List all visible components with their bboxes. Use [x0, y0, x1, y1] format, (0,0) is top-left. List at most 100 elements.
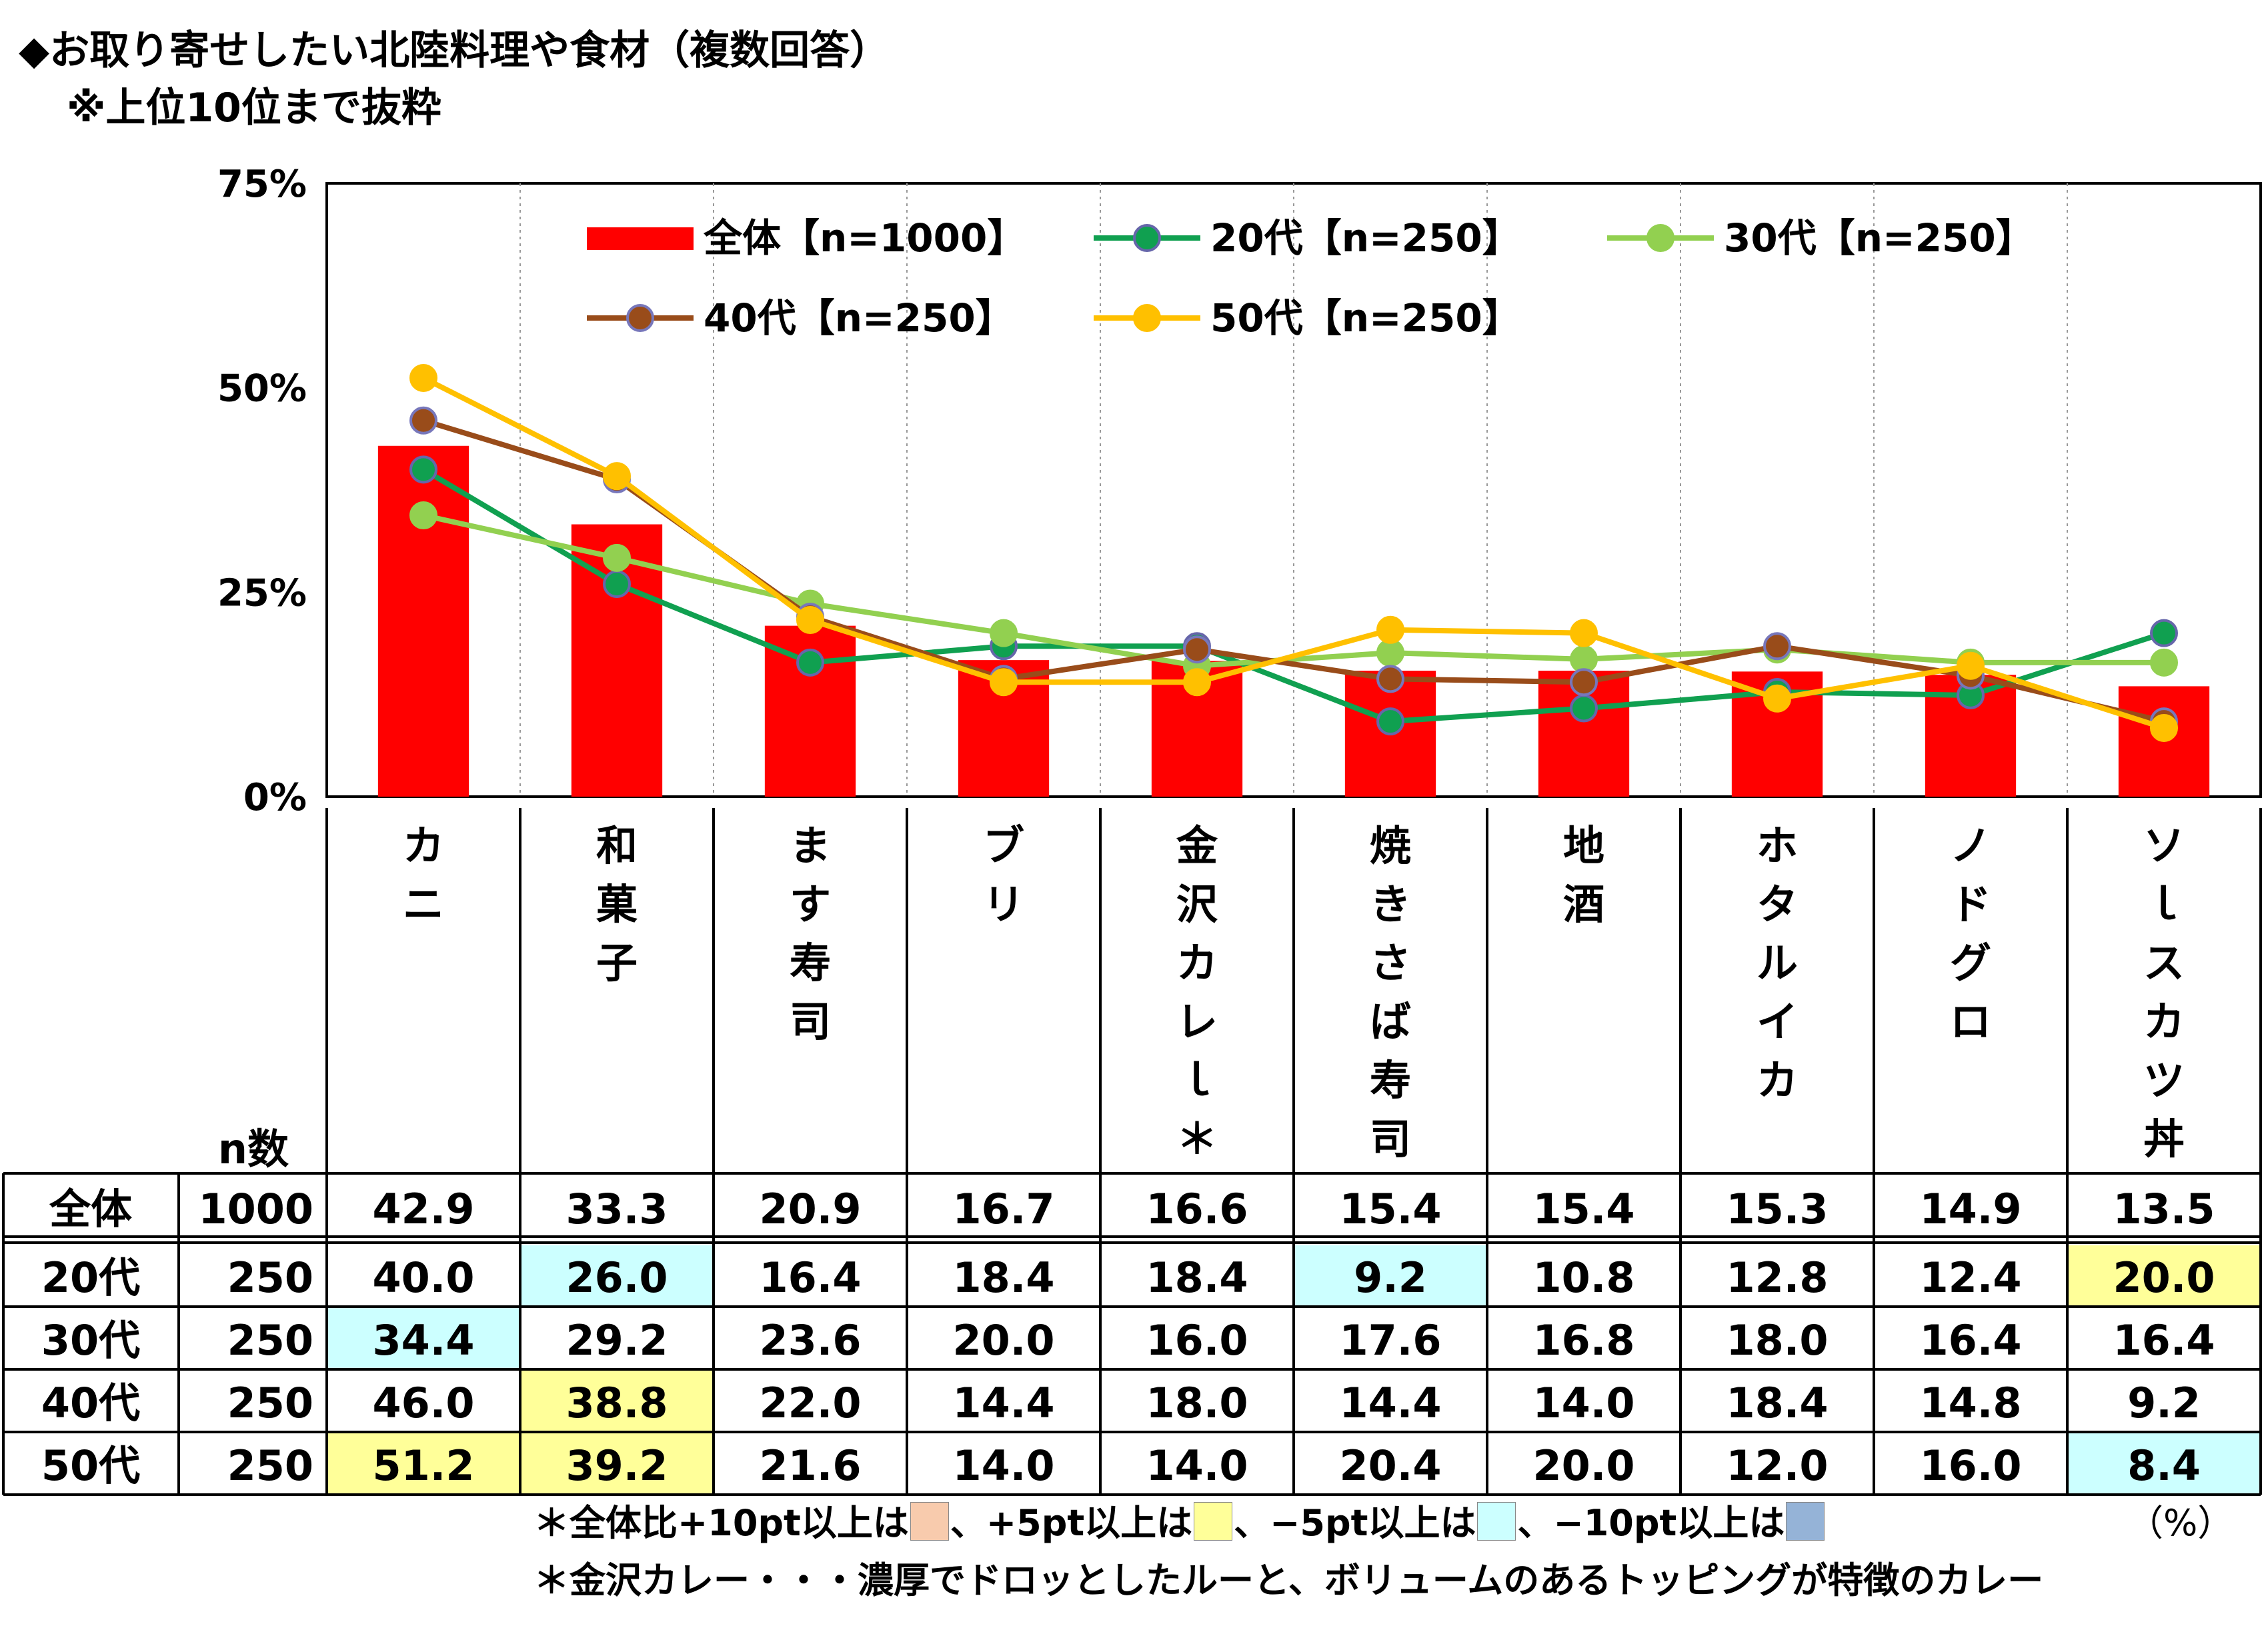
table-value: 20.4: [1340, 1441, 1442, 1490]
legend-label: 50代【n=250】: [1210, 295, 1521, 341]
table-value: 18.4: [1727, 1379, 1829, 1427]
n-count-header: n数: [218, 1125, 289, 1173]
series-point: [1570, 668, 1598, 697]
table-value: 16.4: [1920, 1316, 2022, 1365]
table-value: 10.8: [1533, 1253, 1635, 1302]
series-point: [1376, 639, 1404, 667]
highlight-cell: [1295, 1245, 1486, 1305]
footnote-kanazawa-curry: ＊金沢カレー・・・濃厚でドロッとしたルーと、ボリュームのあるトッピングが特徴のカ…: [533, 1559, 2044, 1601]
series-point: [990, 668, 1018, 697]
category-label-char: ノ: [1950, 821, 1991, 870]
table-value: 14.4: [953, 1379, 1055, 1427]
table-value: 9.2: [1354, 1253, 1427, 1302]
unit-label: （%）: [2127, 1502, 2234, 1544]
table-value: 12.4: [1920, 1253, 2022, 1302]
category-label-char: ニ: [403, 880, 444, 929]
series-point: [409, 455, 437, 484]
row-label: 40代: [41, 1379, 140, 1427]
category-label-char: 司: [1370, 1115, 1411, 1163]
category-label-char: ロ: [1950, 997, 1991, 1046]
series-point: [409, 501, 437, 530]
table-value: 12.8: [1727, 1253, 1829, 1302]
table-value: 14.8: [1920, 1379, 2022, 1427]
table-value: 23.6: [760, 1316, 862, 1365]
legend-label: 40代【n=250】: [704, 295, 1014, 341]
table-value: 16.7: [953, 1185, 1055, 1233]
highlight-cell: [521, 1433, 712, 1493]
table-value: 42.9: [373, 1185, 475, 1233]
series-point: [1570, 694, 1598, 723]
table-value: 14.0: [1146, 1441, 1248, 1490]
y-tick-label: 25%: [217, 571, 307, 615]
category-label-char: ソ: [2143, 821, 2185, 870]
highlight-cell: [521, 1371, 712, 1431]
category-label-char: タ: [1757, 880, 1798, 929]
row-label: 20代: [41, 1253, 140, 1302]
category-label-char: ツ: [2143, 1056, 2185, 1105]
legend-marker: [626, 304, 654, 332]
series-point: [1570, 619, 1598, 647]
series-point: [1183, 635, 1211, 664]
category-label-char: ｌ: [1176, 1056, 1218, 1105]
table-value: 39.2: [566, 1441, 668, 1490]
series-point: [409, 363, 437, 392]
series-point: [2150, 648, 2178, 677]
series-line: [423, 513, 2164, 669]
series-point: [1763, 684, 1791, 713]
table-value: 8.4: [2127, 1441, 2201, 1490]
highlight-cell: [328, 1308, 519, 1368]
note-minus5-label: 、−5pt以上は: [1234, 1502, 1476, 1544]
table-value: 51.2: [373, 1441, 475, 1490]
table-value: 29.2: [566, 1316, 668, 1365]
series-point: [796, 606, 824, 635]
series-point: [990, 619, 1018, 647]
legend-marker: [1646, 224, 1674, 252]
category-label-char: ド: [1950, 880, 1991, 929]
chart-subtitle: ※上位10位まで抜粋: [67, 85, 441, 131]
table-value: 20.0: [953, 1316, 1055, 1365]
table-value: 18.4: [953, 1253, 1055, 1302]
category-label-char: 地: [1563, 821, 1604, 870]
table-value: 15.3: [1727, 1185, 1829, 1233]
highlight-cell: [521, 1245, 712, 1305]
legend-label: 30代【n=250】: [1724, 215, 2035, 261]
category-label-char: 金: [1176, 821, 1218, 870]
table-value: 38.8: [566, 1379, 668, 1427]
series-line: [422, 375, 2165, 731]
series-point: [796, 648, 824, 677]
series-point: [603, 570, 631, 599]
y-tick-label: 0%: [243, 776, 307, 819]
legend-label: 20代【n=250】: [1210, 215, 1521, 261]
row-n-value: 250: [227, 1253, 313, 1302]
table-value: 16.6: [1146, 1185, 1248, 1233]
table-value: 15.4: [1340, 1185, 1442, 1233]
category-label-char: さ: [1370, 939, 1411, 987]
category-label-char: ホ: [1757, 821, 1798, 870]
row-label: 30代: [41, 1316, 140, 1365]
row-n-value: 250: [227, 1316, 313, 1365]
series-point: [1376, 665, 1404, 693]
category-label-char: 寿: [790, 939, 831, 987]
row-n-value: 1000: [198, 1185, 313, 1233]
category-label-char: カ: [1757, 1056, 1798, 1105]
category-label-char: ル: [1757, 939, 1798, 987]
table-value: 14.4: [1340, 1379, 1442, 1427]
table-value: 16.8: [1533, 1316, 1635, 1365]
legend-marker: [1133, 304, 1161, 332]
series-point: [1763, 632, 1791, 661]
table-value: 22.0: [760, 1379, 862, 1427]
category-label-char: 沢: [1176, 880, 1218, 929]
row-label: 50代: [41, 1441, 140, 1490]
category-label-char: 司: [790, 997, 831, 1046]
series-point: [1376, 707, 1404, 736]
legend-bar-swatch: [587, 227, 694, 250]
category-label-char: 菓: [596, 880, 638, 929]
series-line: [421, 467, 2165, 725]
table-value: 15.4: [1533, 1185, 1635, 1233]
table-value: 16.4: [760, 1253, 862, 1302]
table-value: 21.6: [760, 1441, 862, 1490]
chart-title: ◆お取り寄せしたい北陸料理や食材（複数回答）: [19, 27, 890, 74]
y-tick-label: 50%: [217, 367, 307, 411]
table-value: 26.0: [566, 1253, 668, 1302]
